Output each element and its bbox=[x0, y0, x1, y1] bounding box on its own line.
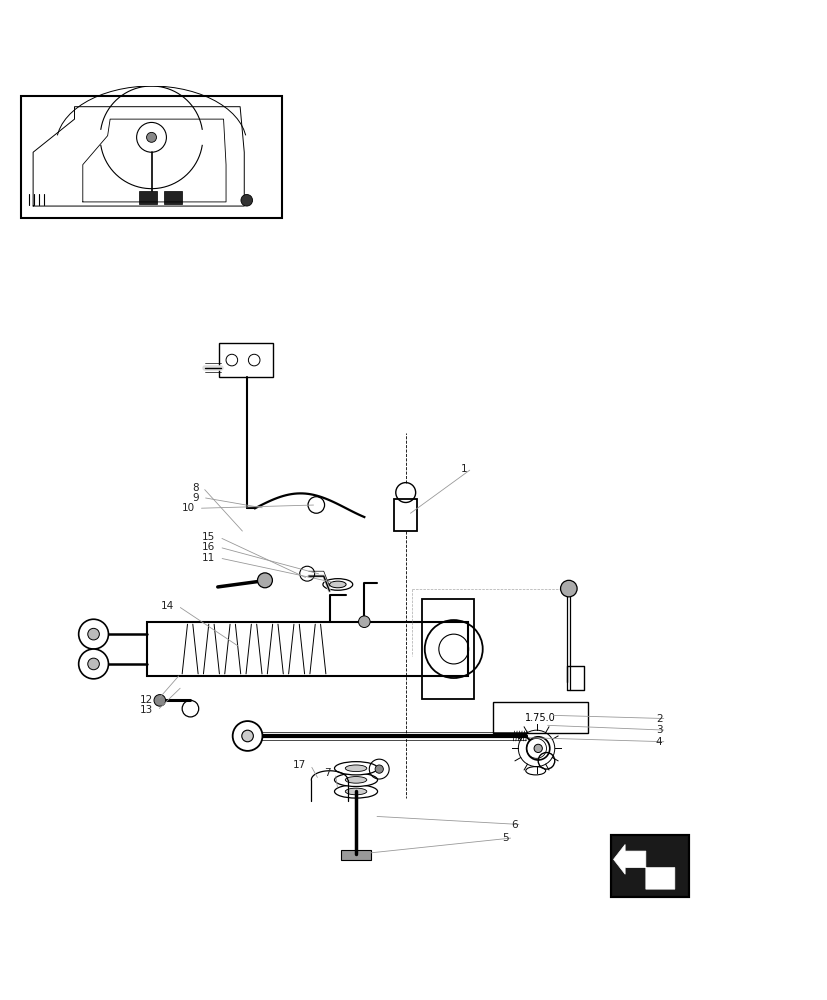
Bar bbox=[394, 499, 417, 531]
Circle shape bbox=[79, 619, 108, 649]
Bar bbox=[422, 599, 473, 699]
Circle shape bbox=[526, 737, 549, 760]
Bar bbox=[492, 702, 587, 733]
Text: 7: 7 bbox=[324, 768, 331, 778]
Polygon shape bbox=[613, 844, 674, 889]
Circle shape bbox=[88, 658, 99, 670]
Text: 10: 10 bbox=[181, 503, 194, 513]
Text: 1: 1 bbox=[461, 464, 467, 474]
Text: 9: 9 bbox=[192, 493, 198, 503]
Text: 1.75.0: 1.75.0 bbox=[524, 713, 555, 723]
Bar bbox=[341, 850, 370, 860]
Text: 11: 11 bbox=[202, 553, 215, 563]
Circle shape bbox=[232, 721, 262, 751]
Bar bbox=[610, 835, 688, 897]
Ellipse shape bbox=[345, 765, 366, 772]
Bar bbox=[164, 191, 182, 204]
Text: 16: 16 bbox=[202, 542, 215, 552]
Bar bbox=[139, 191, 157, 204]
Text: 4: 4 bbox=[655, 737, 662, 747]
Ellipse shape bbox=[334, 773, 377, 786]
Bar bbox=[219, 343, 273, 377]
Circle shape bbox=[241, 194, 252, 206]
Ellipse shape bbox=[334, 785, 377, 798]
Circle shape bbox=[79, 649, 108, 679]
Text: 2: 2 bbox=[655, 714, 662, 724]
Ellipse shape bbox=[323, 579, 352, 590]
Circle shape bbox=[146, 132, 156, 142]
Text: 13: 13 bbox=[140, 705, 153, 715]
Ellipse shape bbox=[345, 788, 366, 795]
Text: 3: 3 bbox=[655, 725, 662, 735]
Circle shape bbox=[241, 730, 253, 742]
Circle shape bbox=[358, 616, 370, 628]
Text: 5: 5 bbox=[502, 833, 509, 843]
Ellipse shape bbox=[345, 777, 366, 783]
Text: 14: 14 bbox=[160, 601, 174, 611]
Text: 8: 8 bbox=[192, 483, 198, 493]
Text: 15: 15 bbox=[202, 532, 215, 542]
Circle shape bbox=[533, 744, 542, 753]
Circle shape bbox=[154, 695, 165, 706]
Text: 12: 12 bbox=[140, 695, 153, 705]
Bar bbox=[21, 96, 281, 218]
Circle shape bbox=[375, 765, 383, 773]
Bar bbox=[147, 622, 467, 676]
Circle shape bbox=[257, 573, 272, 588]
Circle shape bbox=[560, 580, 576, 597]
Ellipse shape bbox=[329, 581, 346, 588]
Text: 6: 6 bbox=[510, 820, 517, 830]
Ellipse shape bbox=[334, 762, 377, 775]
Bar bbox=[610, 835, 688, 897]
Circle shape bbox=[88, 628, 99, 640]
Text: 17: 17 bbox=[293, 760, 306, 770]
